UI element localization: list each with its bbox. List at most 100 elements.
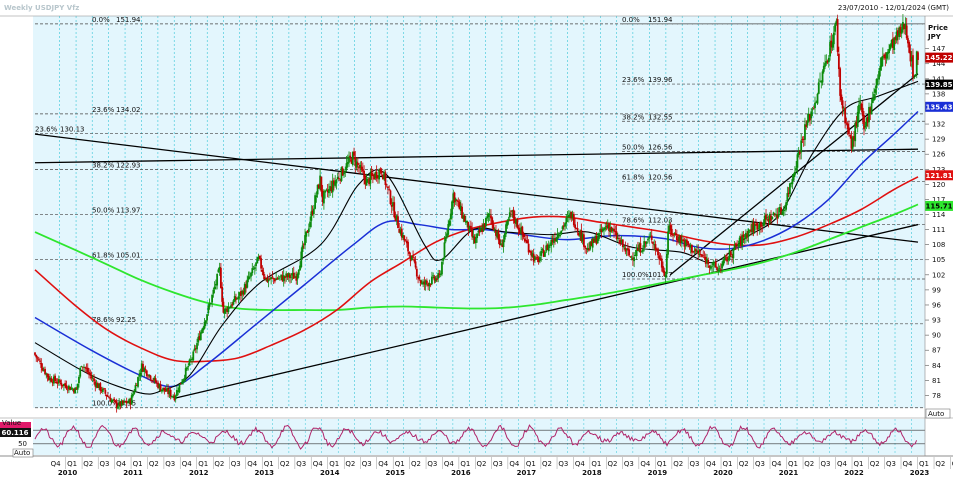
candle-body: [493, 229, 496, 230]
candle-body: [299, 265, 301, 271]
candle-body: [409, 255, 412, 262]
price-badge-text: 145.22: [925, 54, 952, 62]
candle-body: [385, 184, 388, 186]
candle-body: [109, 397, 112, 402]
price-tick-label: 99: [932, 286, 941, 294]
candle-body: [187, 366, 190, 367]
candle-body: [217, 269, 220, 273]
candle-body: [707, 259, 710, 265]
candle-body: [477, 230, 480, 233]
candle-body: [858, 104, 860, 114]
candle-body: [637, 248, 639, 251]
candle-body: [192, 351, 195, 361]
candle-body: [753, 224, 756, 231]
candle-body: [407, 241, 409, 252]
candle-body: [532, 253, 535, 262]
candle-body: [546, 244, 549, 250]
candle-body: [743, 238, 746, 239]
candle-body: [360, 166, 363, 170]
candle-body: [516, 219, 519, 229]
quarter-label: Q2: [870, 460, 880, 468]
candle-body: [46, 373, 49, 377]
candle-body: [775, 214, 777, 216]
candle-body: [547, 244, 550, 252]
candle-body: [120, 400, 123, 406]
auto-osc-button[interactable]: [12, 448, 34, 458]
candle-body: [301, 245, 304, 252]
price-tick-label: 132: [932, 121, 945, 129]
candle-body: [645, 241, 648, 244]
candle-body: [270, 277, 273, 280]
candle-body: [41, 368, 44, 371]
candle-body: [591, 238, 594, 248]
candle-body: [719, 269, 722, 270]
candle-body: [194, 348, 197, 349]
candle-body: [599, 228, 602, 233]
fib-left-label: 78.6%: [92, 316, 115, 324]
candle-body: [816, 93, 819, 104]
candle-body: [144, 369, 147, 370]
candle-body: [825, 61, 828, 64]
candle-body: [325, 189, 328, 191]
candle-body: [616, 237, 619, 239]
year-label: 2012: [189, 469, 209, 477]
candle-body: [412, 256, 414, 258]
candle-body: [272, 278, 275, 279]
price-tick-label: 138: [932, 90, 945, 98]
candle-body: [255, 262, 257, 267]
candle-body: [832, 32, 835, 45]
candle-body: [339, 179, 342, 181]
candle-body: [134, 385, 137, 392]
candle-body: [417, 277, 419, 278]
candle-body: [454, 198, 457, 201]
candle-body: [674, 233, 677, 236]
candle-body: [665, 254, 668, 274]
candle-body: [37, 359, 40, 361]
candle-body: [910, 56, 913, 61]
candle-body: [410, 255, 413, 261]
candle-body: [329, 186, 332, 191]
price-pane[interactable]: [33, 16, 925, 408]
quarter-label: Q2: [83, 460, 93, 468]
candle-body: [917, 52, 919, 60]
candle-body: [384, 172, 387, 185]
candle-body: [100, 389, 103, 392]
candle-body: [68, 385, 70, 390]
candle-body: [322, 192, 325, 204]
candle-body: [248, 276, 251, 278]
candle-body: [336, 176, 339, 180]
candle-body: [698, 254, 701, 256]
quarter-label: Q4: [182, 460, 193, 468]
candle-body: [57, 379, 60, 383]
candle-body: [149, 375, 152, 380]
fib-left-value: 134.02: [116, 106, 141, 114]
candle-body: [810, 111, 813, 119]
candle-body: [355, 161, 358, 168]
candle-body: [328, 189, 330, 194]
candle-body: [81, 366, 84, 368]
price-tick-label: 87: [932, 347, 941, 355]
candle-body: [722, 260, 725, 266]
candle-body: [745, 232, 747, 240]
candle-body: [132, 393, 134, 397]
candle-body: [90, 376, 93, 379]
candle-body: [365, 179, 368, 186]
year-label: 2019: [648, 469, 668, 477]
candle-body: [781, 211, 784, 216]
auto-price-button[interactable]: [925, 408, 951, 419]
candle-body: [310, 211, 313, 221]
candle-body: [653, 244, 656, 246]
quarter-label: Q2: [345, 460, 355, 468]
price-badge: [925, 200, 953, 211]
oscillator-pane[interactable]: [33, 419, 925, 455]
candle-body: [479, 227, 482, 232]
candle-body: [291, 272, 294, 276]
candle-body: [856, 111, 859, 127]
candle-body: [795, 168, 798, 171]
quarter-label: Q2: [149, 460, 159, 468]
price-tick-label: 96: [932, 301, 941, 309]
candle-body: [62, 384, 65, 387]
candle-body: [560, 230, 563, 235]
quarter-label: Q1: [329, 460, 339, 468]
candle-body: [193, 348, 196, 351]
